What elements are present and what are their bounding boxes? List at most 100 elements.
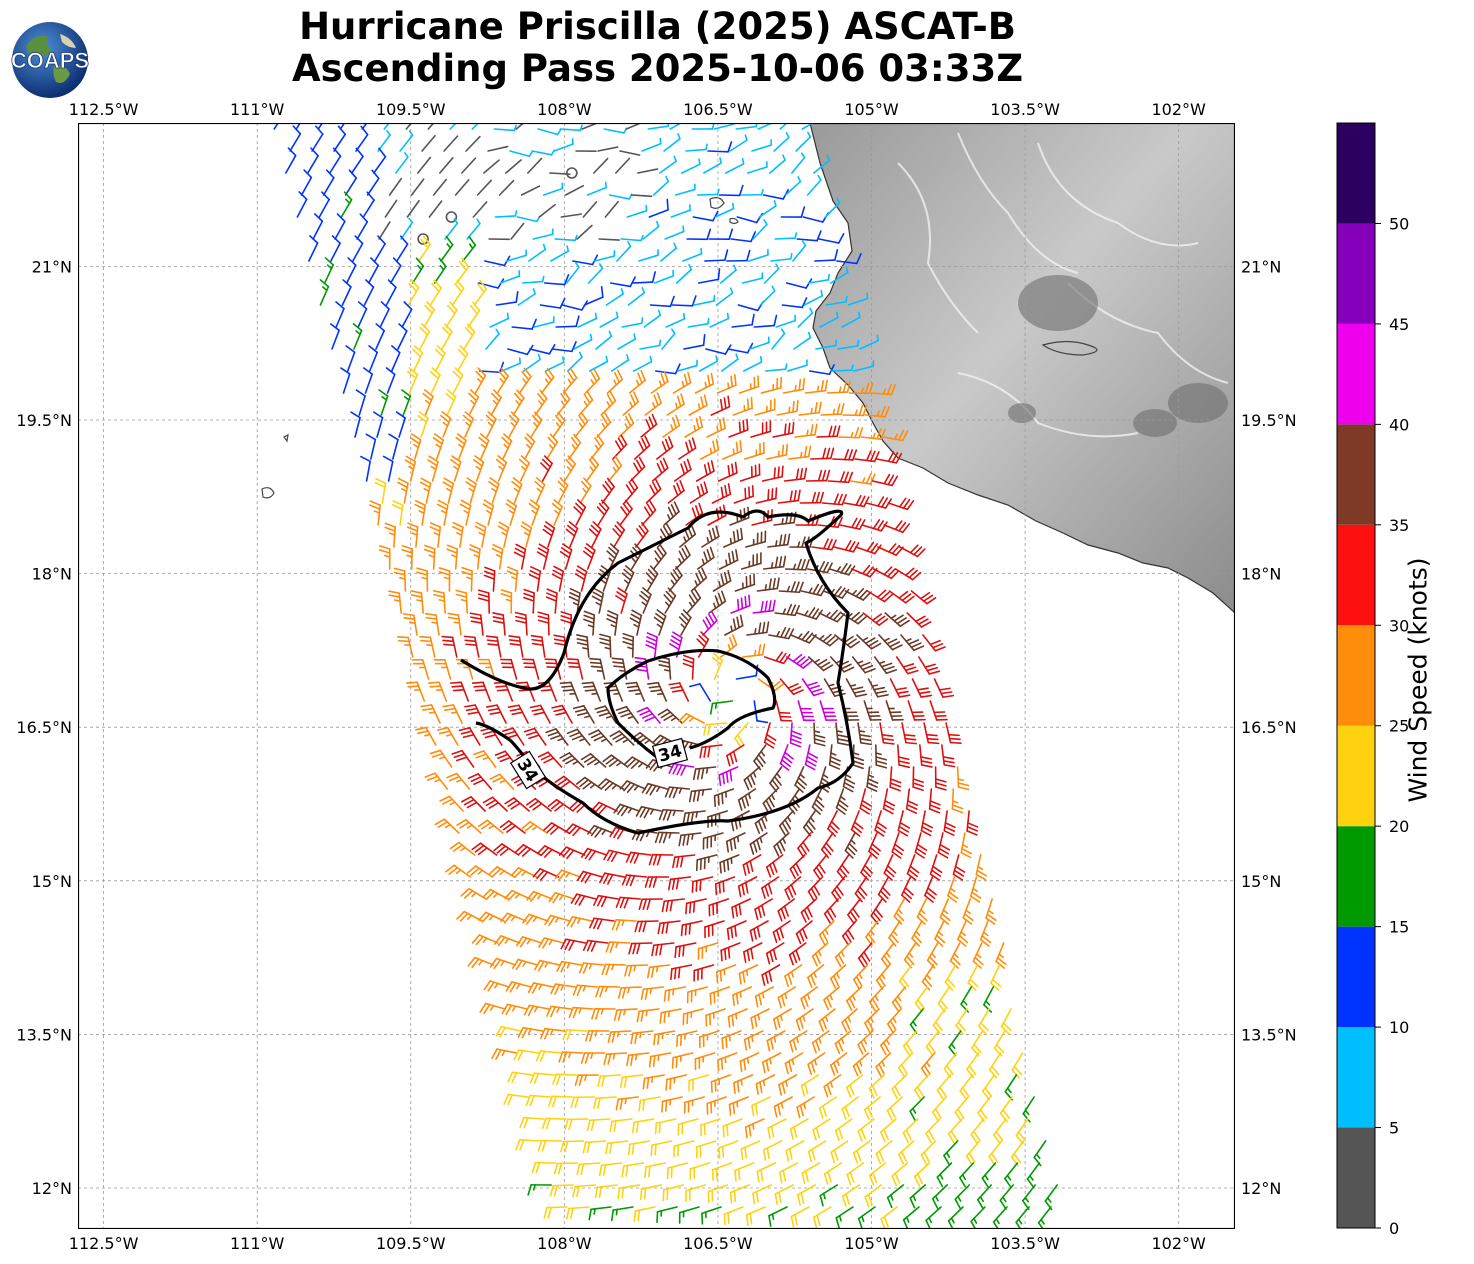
wind-barb xyxy=(490,389,502,416)
wind-barb xyxy=(928,788,941,814)
wind-barb xyxy=(499,820,526,834)
wind-barb xyxy=(690,567,708,592)
wind-barb xyxy=(688,1074,710,1092)
wind-barb xyxy=(493,124,517,132)
wind-barb xyxy=(774,1184,794,1206)
wind-barb xyxy=(811,538,837,551)
wind-barb xyxy=(622,632,635,658)
wind-barb xyxy=(694,372,715,394)
wind-barb xyxy=(865,920,879,947)
wind-barb xyxy=(742,355,763,372)
wind-barb xyxy=(638,587,652,614)
lon-tick-bottom: 108°W xyxy=(537,1234,592,1253)
wind-barb xyxy=(653,609,667,636)
wind-barb xyxy=(499,658,518,680)
wind-barb xyxy=(576,870,604,884)
wind-barb xyxy=(925,1118,941,1144)
colorbar-tick: 30 xyxy=(1389,616,1409,635)
wind-barb xyxy=(422,389,434,416)
wind-barb xyxy=(515,936,543,948)
wind-barb xyxy=(663,133,681,152)
wind-barb xyxy=(916,898,928,925)
wind-barb xyxy=(740,188,764,196)
wind-barb xyxy=(854,876,868,903)
wind-barb xyxy=(605,288,624,306)
wind-barb xyxy=(602,754,629,768)
wind-barb xyxy=(574,565,588,592)
wind-barb xyxy=(1000,1008,1012,1035)
wind-barb xyxy=(350,411,361,438)
wind-barb xyxy=(779,744,794,771)
wind-barb xyxy=(917,656,941,675)
wind-barb xyxy=(401,389,412,416)
wind-barb xyxy=(473,279,488,306)
wind-barb xyxy=(762,1140,783,1161)
wind-barb xyxy=(357,301,368,328)
wind-barb xyxy=(556,389,571,416)
wind-barb xyxy=(619,150,641,156)
wind-barb xyxy=(790,1206,810,1228)
wind-barb xyxy=(572,984,599,997)
wind-barb xyxy=(907,700,926,721)
wind-barb xyxy=(625,851,652,864)
wind-barb xyxy=(835,788,849,815)
wind-barb xyxy=(442,477,455,504)
wind-barb xyxy=(515,123,525,130)
wind-barb xyxy=(434,818,460,834)
wind-barb xyxy=(522,658,540,680)
wind-barb xyxy=(555,315,580,328)
wind-barb xyxy=(823,1162,843,1185)
wind-barb xyxy=(552,411,566,438)
wind-barb xyxy=(489,957,517,970)
wind-barb xyxy=(695,854,718,872)
wind-barb xyxy=(441,323,453,350)
wind-barb xyxy=(649,295,675,308)
wind-barb xyxy=(401,301,413,328)
wind-barb xyxy=(489,312,510,328)
lat-tick-right: 18°N xyxy=(1241,565,1281,584)
wind-barb xyxy=(412,345,424,372)
wind-barb xyxy=(462,235,477,262)
wind-barb xyxy=(551,499,563,526)
wind-barb xyxy=(926,942,939,969)
wind-barb xyxy=(625,681,646,702)
wind-barb xyxy=(400,217,414,240)
wind-barb xyxy=(872,566,900,580)
lon-tick-top: 106.5°W xyxy=(683,100,753,119)
wind-barb xyxy=(931,1184,948,1209)
wind-barb xyxy=(703,157,722,174)
wind-barb xyxy=(578,962,605,974)
wind-barb xyxy=(993,1118,1007,1145)
wind-barb xyxy=(772,920,791,944)
wind-barb xyxy=(553,1162,579,1175)
wind-barb xyxy=(754,898,773,921)
lat-tick-right: 16.5°N xyxy=(1241,718,1297,737)
wind-barb xyxy=(901,722,918,745)
wind-barb xyxy=(967,964,979,991)
wind-barb xyxy=(708,898,729,917)
colorbar-bin xyxy=(1337,424,1375,525)
wind-barb xyxy=(726,249,751,262)
colorbar-bin xyxy=(1337,1027,1375,1128)
wind-barb xyxy=(740,1140,761,1161)
wind-barb xyxy=(586,181,607,196)
wind-barb xyxy=(594,1184,618,1199)
wind-barb xyxy=(701,525,720,548)
wind-barb xyxy=(1015,1206,1030,1229)
wind-barb xyxy=(615,1096,639,1111)
title-line-1: Hurricane Priscilla (2025) ASCAT-B xyxy=(299,5,1016,48)
wind-barb xyxy=(761,876,780,899)
wind-barb xyxy=(317,123,324,130)
wind-barb xyxy=(318,191,330,218)
wind-barb xyxy=(451,279,465,306)
wind-barb xyxy=(860,428,886,440)
wind-barb xyxy=(818,609,846,623)
wind-barb xyxy=(377,130,391,152)
lon-tick-top: 111°W xyxy=(230,100,285,119)
wind-barb xyxy=(743,1030,764,1051)
wind-barb xyxy=(796,230,822,242)
wind-barb xyxy=(467,301,481,328)
wind-barb xyxy=(633,1206,656,1223)
wind-barb xyxy=(511,318,537,330)
wind-barb xyxy=(983,986,995,1013)
